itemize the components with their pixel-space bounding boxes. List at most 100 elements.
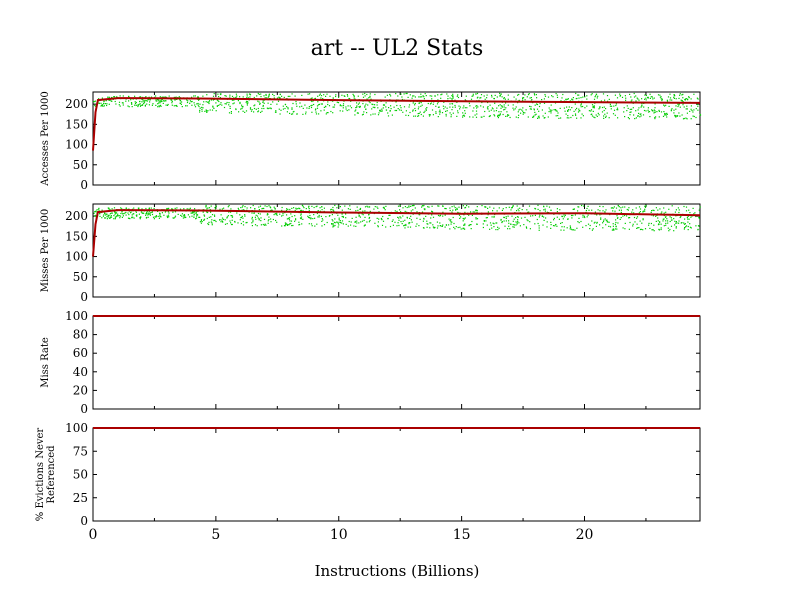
scatter-point [603,117,605,119]
scatter-point [487,207,489,209]
scatter-point [183,208,185,210]
scatter-point [327,103,329,106]
scatter-point [412,209,414,211]
scatter-point [392,224,394,226]
scatter-point [497,226,499,228]
scatter-point [476,209,478,212]
scatter-point [347,95,349,97]
scatter-point [623,107,625,109]
scatter-point [423,96,425,98]
scatter-point [230,208,232,210]
scatter-point [446,93,448,95]
scatter-point [281,225,283,227]
scatter-point [518,222,520,224]
scatter-point [569,225,571,227]
scatter-point [268,95,270,97]
scatter-point [258,206,260,208]
scatter-point [688,97,690,99]
scatter-point [413,115,415,117]
scatter-point [411,221,413,223]
scatter-point [669,93,671,95]
scatter-point [219,208,221,210]
scatter-point [171,104,173,106]
scatter-point [624,95,626,97]
scatter-point [231,215,233,217]
scatter-point [186,105,188,107]
scatter-point [485,220,487,222]
scatter-point [371,103,373,105]
scatter-point [638,107,640,109]
scatter-point [342,223,344,225]
scatter-point [423,98,425,100]
scatter-point [507,94,509,96]
scatter-point [410,219,412,221]
scatter-point [449,103,451,105]
scatter-point [107,96,109,98]
scatter-point [188,208,190,210]
scatter-point [124,212,126,214]
scatter-point [664,105,666,107]
scatter-point [662,115,665,117]
scatter-point [372,103,374,106]
scatter-point [148,208,150,210]
scatter-point [697,98,699,100]
scatter-point [417,113,419,115]
scatter-point [555,93,557,95]
scatter-point [613,206,615,208]
scatter-point [320,97,322,99]
scatter-point [548,206,551,208]
scatter-point [98,102,100,104]
scatter-point [514,108,516,110]
scatter-point [262,101,264,103]
scatter-point [174,211,177,213]
scatter-point [450,116,452,118]
scatter-point [526,209,528,211]
scatter-point [158,106,160,108]
scatter-point [429,114,431,116]
scatter-point [113,215,115,217]
scatter-point [311,225,313,227]
scatter-point [688,96,690,98]
scatter-point [385,205,387,207]
scatter-point [533,115,535,117]
scatter-point [358,222,360,224]
scatter-point [214,208,217,210]
scatter-point [185,105,187,107]
scatter-point [376,206,378,208]
scatter-point [659,221,661,223]
scatter-point [528,93,530,95]
scatter-point [345,108,347,110]
scatter-point [104,217,106,219]
scatter-point [521,209,523,211]
scatter-point [674,211,676,213]
scatter-point [290,222,292,225]
scatter-point [447,95,449,97]
scatter-point [476,97,478,99]
scatter-point [342,107,344,109]
scatter-point [345,223,347,225]
x-tick-label: 0 [89,527,98,543]
scatter-point [242,110,244,112]
scatter-point [307,93,309,95]
scatter-point [496,222,498,224]
scatter-point [221,208,223,210]
scatter-point [549,109,551,111]
scatter-point [670,219,673,221]
scatter-point [120,212,122,215]
scatter-point [692,111,694,113]
scatter-point [419,111,421,113]
scatter-point [152,216,155,218]
scatter-point [256,95,258,97]
scatter-point [513,109,515,111]
scatter-point [655,207,657,209]
scatter-point [195,218,197,220]
scatter-point [332,100,334,102]
scatter-point [571,99,573,101]
scatter-point [364,106,366,108]
scatter-point [669,97,672,99]
scatter-point [684,98,687,100]
scatter-point [491,96,493,98]
scatter-point [464,99,466,101]
scatter-point [458,206,460,208]
scatter-point [391,114,393,116]
